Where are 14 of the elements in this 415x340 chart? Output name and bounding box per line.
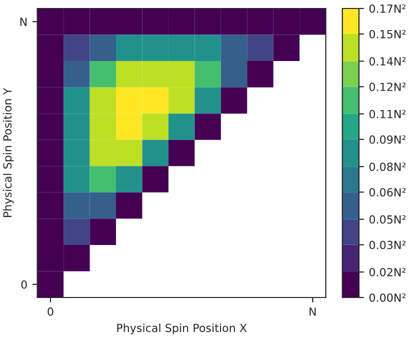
color-bar-label: 0.08N² — [369, 162, 406, 171]
color-bar-label: 0.06N² — [369, 188, 406, 196]
color-bar-label: 0.15N² — [369, 30, 406, 38]
color-bar-label: 0.00N² — [369, 293, 406, 302]
color-bar-label: 0.03N² — [369, 240, 406, 250]
color-bar-label: 0.17N² — [369, 4, 406, 13]
x-axis-title: Physical Spin Position X — [117, 324, 247, 334]
color-bar-label: 0.02N² — [369, 268, 406, 276]
y-axis-title: Physical Spin Position Y — [3, 88, 14, 217]
color-bar-label: 0.11N² — [369, 110, 406, 118]
color-bar-label: 0.12N² — [369, 82, 406, 92]
color-bar-label: 0.05N² — [369, 215, 406, 224]
color-bar-label: 0.14N² — [369, 57, 406, 66]
color-bar-label: 0.09N² — [369, 135, 406, 144]
